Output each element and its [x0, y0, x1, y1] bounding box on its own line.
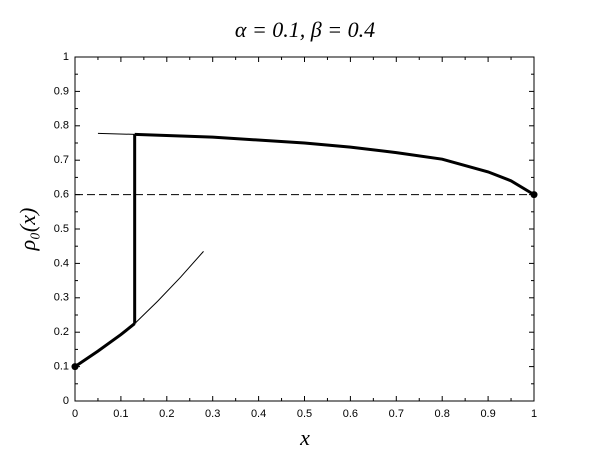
x-tick-label: 0.2 [159, 408, 174, 420]
x-tick-label: 0 [72, 408, 78, 420]
x-tick-label: 0.5 [297, 408, 312, 420]
curve [134, 132, 535, 196]
x-tick-label: 0.1 [113, 408, 128, 420]
y-tick-label: 0 [63, 395, 69, 407]
y-tick-label: 0.6 [54, 189, 69, 201]
x-tick-label: 0.9 [480, 408, 495, 420]
curve [97, 132, 135, 135]
x-tick-label: 0.6 [343, 408, 358, 420]
x-axis-label: x [299, 425, 310, 450]
x-tick-label: 0.3 [205, 408, 220, 420]
x-tick-label: 0.7 [389, 408, 404, 420]
curve [134, 251, 204, 324]
y-tick-label: 0.4 [54, 257, 69, 269]
y-tick-label: 0.8 [54, 120, 69, 132]
plot-frame [74, 56, 535, 402]
x-tick-label: 0.4 [251, 408, 266, 420]
y-tick-label: 0.3 [54, 292, 69, 304]
y-tick-label: 0.9 [54, 85, 69, 97]
y-tick-label: 0.1 [54, 361, 69, 373]
end-point [71, 363, 79, 371]
y-tick-label: 0.2 [54, 326, 69, 338]
y-tick-label: 0.5 [54, 223, 69, 235]
curve [74, 322, 136, 368]
y-tick-label: 1 [63, 51, 69, 63]
x-tick-label: 0.8 [435, 408, 450, 420]
chart-title: α = 0.1, β = 0.4 [235, 17, 375, 42]
y-axis-label: ρ₀(x) [15, 208, 40, 252]
x-tick-label: 1 [531, 408, 537, 420]
end-point [530, 191, 538, 199]
y-tick-label: 0.7 [54, 154, 69, 166]
